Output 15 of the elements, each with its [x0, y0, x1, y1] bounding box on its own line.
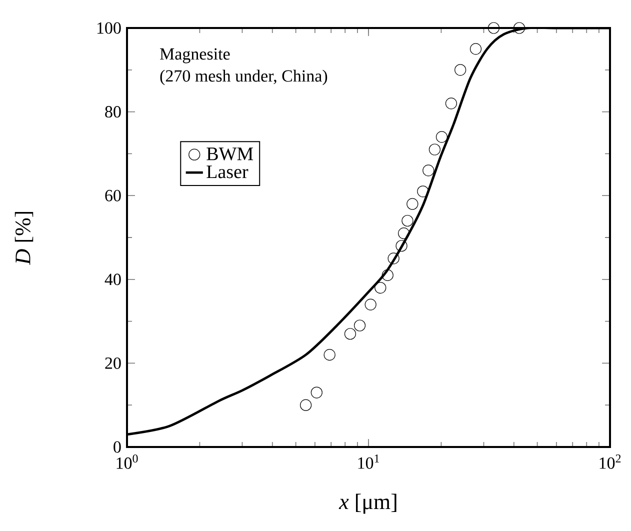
- legend-label: BWM: [206, 148, 254, 160]
- y-tick-label: 0: [114, 441, 121, 453]
- y-tick-label: 80: [105, 106, 121, 118]
- x-tick-label: 10$^{2}$: [600, 454, 621, 469]
- legend-label: Laser: [206, 166, 248, 178]
- x-tick-label: 10$^{1}$: [358, 454, 380, 469]
- y-axis-title: D [%]: [14, 212, 34, 265]
- y-tick-label: 40: [104, 274, 121, 286]
- x-axis-title: x [μm]: [338, 494, 396, 514]
- y-tick-label: 100: [97, 22, 121, 34]
- y-tick-label: 60: [105, 190, 121, 202]
- y-tick-label: 20: [105, 357, 121, 369]
- annotation: (270 mesh under, China): [160, 70, 328, 86]
- x-tick-label: 10$^{0}$: [116, 454, 138, 469]
- annotation: Magnesite: [160, 48, 230, 64]
